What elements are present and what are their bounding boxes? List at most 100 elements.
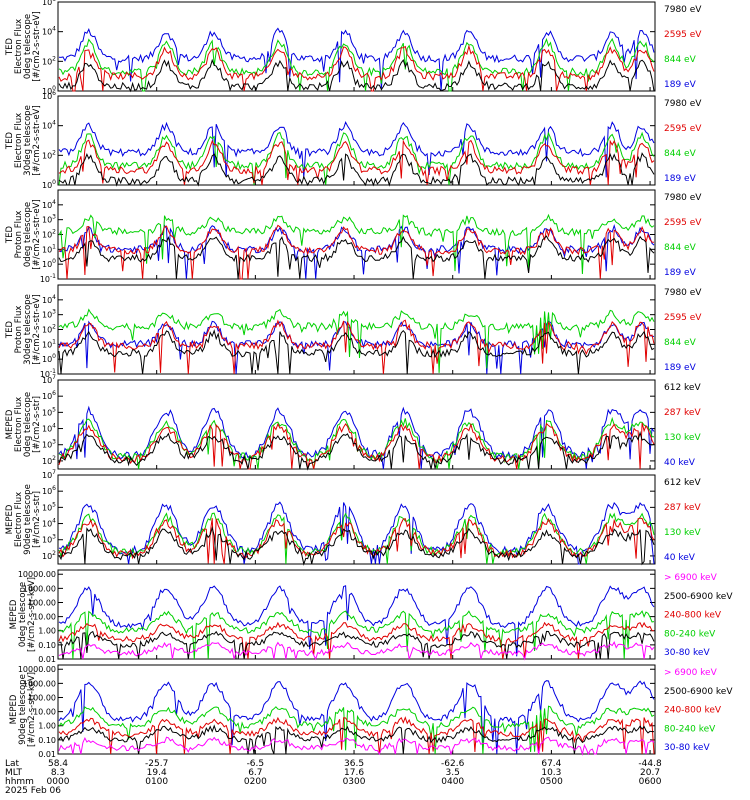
y-axis-label: 30deg telescope [23, 294, 33, 365]
y-tick-label: 10000.00 [18, 665, 56, 674]
legend-entry: 40 keV [664, 553, 696, 563]
y-tick-label: 104 [42, 26, 56, 37]
y-tick-label: 0.10 [38, 641, 56, 650]
y-axis-label: Electron Flux [14, 19, 24, 74]
series-line--6900-kev [58, 736, 655, 756]
legend-entry: 7980 eV [664, 193, 702, 203]
y-tick-label: 107 [42, 469, 56, 480]
x-label-mlt: 20.7 [640, 768, 660, 778]
x-label-lat: 67.4 [541, 759, 561, 769]
legend-entry: 2500-6900 keV [664, 687, 733, 697]
x-label-hhmm: 0100 [145, 777, 168, 787]
panel-frame [57, 95, 656, 186]
x-label-mlt: 6.7 [248, 768, 262, 778]
y-tick-label: 106 [42, 0, 56, 7]
x-label-mlt: 3.5 [446, 768, 460, 778]
legend-entry: > 6900 keV [664, 668, 718, 678]
y-tick-label: 103 [42, 534, 56, 545]
legend-entry: 287 keV [664, 408, 701, 418]
y-tick-label: 106 [42, 390, 56, 401]
legend-entry: 7980 eV [664, 288, 702, 298]
legend-entry: 130 keV [664, 528, 701, 538]
legend-entry: 80-240 keV [664, 629, 716, 639]
legend-entry: 189 eV [664, 363, 697, 373]
series-line-7980-ev [58, 329, 655, 375]
legend-entry: 240-800 keV [664, 706, 722, 716]
y-axis-label: 90deg telescope [23, 484, 33, 555]
series-line-2595-ev [58, 319, 655, 375]
x-label-hhmm: 0200 [244, 777, 267, 787]
y-tick-label: 0.10 [38, 736, 56, 745]
legend-entry: 612 keV [664, 383, 701, 393]
y-tick-label: 104 [42, 199, 56, 210]
y-tick-label: 100 [42, 258, 56, 269]
series-line--6900-kev [58, 641, 655, 661]
x-row-label: 2025 Feb 06 [5, 786, 61, 796]
series-line-844-ev [58, 131, 655, 186]
y-tick-label: 100.00 [28, 693, 56, 702]
series-line-40-kev [58, 405, 655, 470]
x-label-hhmm: 0000 [47, 777, 70, 787]
panel-5: 102 103 104 105 106 107 MEPED Electron Flux 0deg… [5, 374, 701, 471]
x-label-hhmm: 0300 [343, 777, 366, 787]
series-line-40-kev [58, 501, 655, 565]
y-tick-label: 100.00 [28, 598, 56, 607]
series-line-2595-ev [58, 224, 655, 280]
y-tick-label: 1000.00 [23, 679, 56, 688]
y-tick-label: 102 [42, 149, 56, 160]
y-tick-label: 10000.00 [18, 570, 56, 579]
panel-frame [57, 284, 656, 375]
series-line-2500-6900-kev [58, 724, 654, 755]
legend-entry: 240-800 keV [664, 611, 722, 621]
y-axis-label: [#/cm2-s-str-eV] [32, 199, 42, 269]
x-label-lat: -25.7 [145, 759, 168, 769]
y-axis-label: MEPED [5, 504, 15, 534]
y-tick-label: 10-1 [40, 273, 56, 284]
legend-entry: 2595 eV [664, 218, 702, 228]
panel-7: 0.01 0.10 1.00 10.00 100.00 1000.00 10000.00 ME… [9, 569, 733, 664]
x-label-lat: 58.4 [48, 759, 68, 769]
legend-entry: 612 keV [664, 478, 701, 488]
series-line-7980-ev [58, 58, 655, 93]
series-line-612-kev [58, 526, 655, 566]
panel-frame [57, 664, 656, 755]
legend-entry: 7980 eV [664, 5, 702, 15]
y-axis-label: TED [5, 320, 15, 339]
legend-entry: 130 keV [664, 433, 701, 443]
panel-8: 0.01 0.10 1.00 10.00 100.00 1000.00 10000.00 ME… [9, 664, 733, 759]
legend-entry: 844 eV [664, 149, 697, 159]
y-axis-label: MEPED [9, 599, 19, 629]
series-line-844-ev [58, 37, 655, 92]
y-tick-label: 104 [42, 423, 56, 434]
x-label-lat: 36.5 [344, 759, 364, 769]
series-line-189-ev [58, 121, 655, 178]
y-tick-label: 0.01 [38, 750, 56, 759]
x-label-lat: -44.8 [638, 759, 662, 769]
y-tick-label: 102 [42, 324, 56, 335]
legend-entry: 7980 eV [664, 99, 702, 109]
legend-entry: 80-240 keV [664, 724, 716, 734]
panel-frame [57, 379, 656, 470]
series-line-2595-ev [58, 139, 655, 186]
y-tick-label: 107 [42, 374, 56, 385]
legend-entry: 40 keV [664, 458, 696, 468]
y-axis-label: Electron Flux [14, 113, 24, 168]
y-tick-label: 102 [42, 455, 56, 466]
series-line-130-kev [58, 512, 655, 565]
y-axis-label: [#/cm2-s-str-eV] [32, 105, 42, 175]
panel-frame [57, 569, 656, 660]
y-tick-label: 10.00 [33, 708, 56, 717]
y-tick-label: 1.00 [38, 722, 56, 731]
panel-2: 100 102 104 106 TED Electron Flux 30deg telesc… [5, 90, 702, 190]
series-line-80-240-kev [58, 705, 655, 755]
y-axis-label: Electron Flux [14, 397, 24, 452]
panel-frame [57, 189, 656, 280]
y-axis-label: [#/cm2-s-str-eV] [32, 294, 42, 364]
legend-entry: 189 eV [664, 80, 697, 90]
y-axis-label: 0deg telescope [18, 582, 28, 647]
x-label-mlt: 8.3 [51, 768, 65, 778]
y-axis-label: [#/cm2-s-str] [32, 396, 42, 453]
y-tick-label: 100 [42, 85, 56, 96]
